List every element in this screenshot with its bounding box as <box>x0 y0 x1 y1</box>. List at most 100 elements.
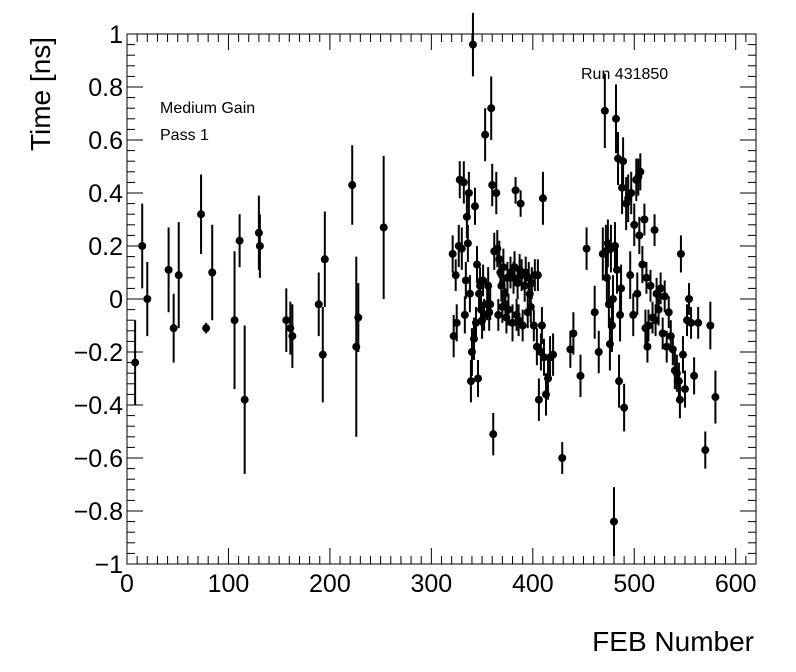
data-point <box>618 161 627 215</box>
point-marker <box>617 284 626 293</box>
data-point <box>576 354 585 398</box>
data-point <box>320 211 329 307</box>
data-point <box>602 251 611 305</box>
data-point <box>627 171 636 215</box>
point-marker <box>354 313 363 322</box>
x-tick-label: 400 <box>512 570 554 598</box>
data-point <box>539 338 548 376</box>
point-marker <box>558 454 567 462</box>
point-marker <box>488 181 497 190</box>
point-marker <box>607 321 616 330</box>
x-tick-label: 200 <box>309 570 351 598</box>
data-point <box>451 259 460 292</box>
point-marker <box>460 310 469 319</box>
data-point <box>516 190 525 217</box>
data-point <box>473 246 482 284</box>
point-marker <box>678 350 687 359</box>
data-point <box>643 330 652 363</box>
point-marker <box>461 276 470 285</box>
point-marker <box>549 350 558 359</box>
point-marker <box>464 189 473 197</box>
point-marker <box>602 273 611 282</box>
data-point <box>526 291 535 323</box>
point-marker <box>690 371 699 380</box>
point-marker <box>685 295 694 303</box>
data-point <box>642 261 651 294</box>
point-marker <box>600 106 609 115</box>
point-marker <box>660 292 669 301</box>
point-marker <box>618 183 627 192</box>
point-marker <box>664 308 673 317</box>
data-point <box>687 306 696 339</box>
data-point <box>169 293 178 363</box>
data-point <box>235 214 244 268</box>
x-axis-title: FEB Number <box>592 626 754 657</box>
point-marker <box>462 212 471 221</box>
data-point <box>676 235 685 273</box>
point-marker <box>459 178 468 187</box>
data-point <box>636 153 645 191</box>
data-point <box>499 248 508 286</box>
data-point <box>230 251 239 390</box>
data-point <box>474 359 483 398</box>
data-point <box>616 288 625 342</box>
data-point <box>457 227 466 270</box>
point-marker <box>479 276 488 285</box>
point-marker <box>466 377 475 386</box>
point-marker <box>537 321 546 330</box>
point-marker <box>468 40 477 49</box>
annotation-gain: Medium Gain <box>160 100 255 117</box>
x-tick-label: 600 <box>715 570 757 598</box>
y-tick-label: 0 <box>109 286 123 314</box>
data-point <box>685 283 694 315</box>
data-point <box>694 306 703 339</box>
point-marker <box>208 268 217 277</box>
point-marker <box>629 310 638 319</box>
data-point <box>664 296 673 329</box>
data-point <box>464 171 473 215</box>
point-marker <box>640 215 649 224</box>
data-point <box>518 309 527 342</box>
point-marker <box>235 236 244 245</box>
point-marker <box>485 308 494 317</box>
point-marker <box>680 385 689 394</box>
y-tick-label: 1 <box>109 21 123 49</box>
data-point <box>650 214 659 246</box>
point-marker <box>651 316 660 325</box>
y-tick-label: −0.2 <box>74 339 123 367</box>
point-marker <box>516 199 525 208</box>
data-point <box>508 304 517 342</box>
data-point <box>488 163 497 207</box>
point-marker <box>620 403 629 412</box>
data-point <box>465 275 474 313</box>
data-point <box>711 370 720 424</box>
data-point <box>537 306 546 345</box>
point-marker <box>635 231 644 240</box>
point-marker <box>487 104 496 113</box>
annotation-pass: Pass 1 <box>160 127 209 144</box>
data-point <box>255 214 264 278</box>
data-point <box>658 317 667 350</box>
point-marker <box>662 342 671 351</box>
data-point <box>354 283 363 352</box>
point-marker <box>687 318 696 327</box>
data-point <box>164 227 173 313</box>
data-point <box>484 267 493 305</box>
data-point <box>131 320 140 405</box>
x-tick-label: 100 <box>208 570 250 598</box>
data-point <box>613 246 622 294</box>
point-marker <box>643 342 652 351</box>
data-point <box>635 216 644 254</box>
point-marker <box>533 271 542 280</box>
data-point <box>470 187 479 225</box>
point-marker <box>230 316 239 325</box>
point-marker <box>529 321 538 330</box>
data-point <box>314 272 323 337</box>
data-point <box>481 108 490 162</box>
point-marker <box>474 374 483 383</box>
data-point <box>654 293 663 326</box>
point-marker <box>164 265 173 274</box>
data-point <box>629 293 638 337</box>
point-marker <box>594 348 603 356</box>
